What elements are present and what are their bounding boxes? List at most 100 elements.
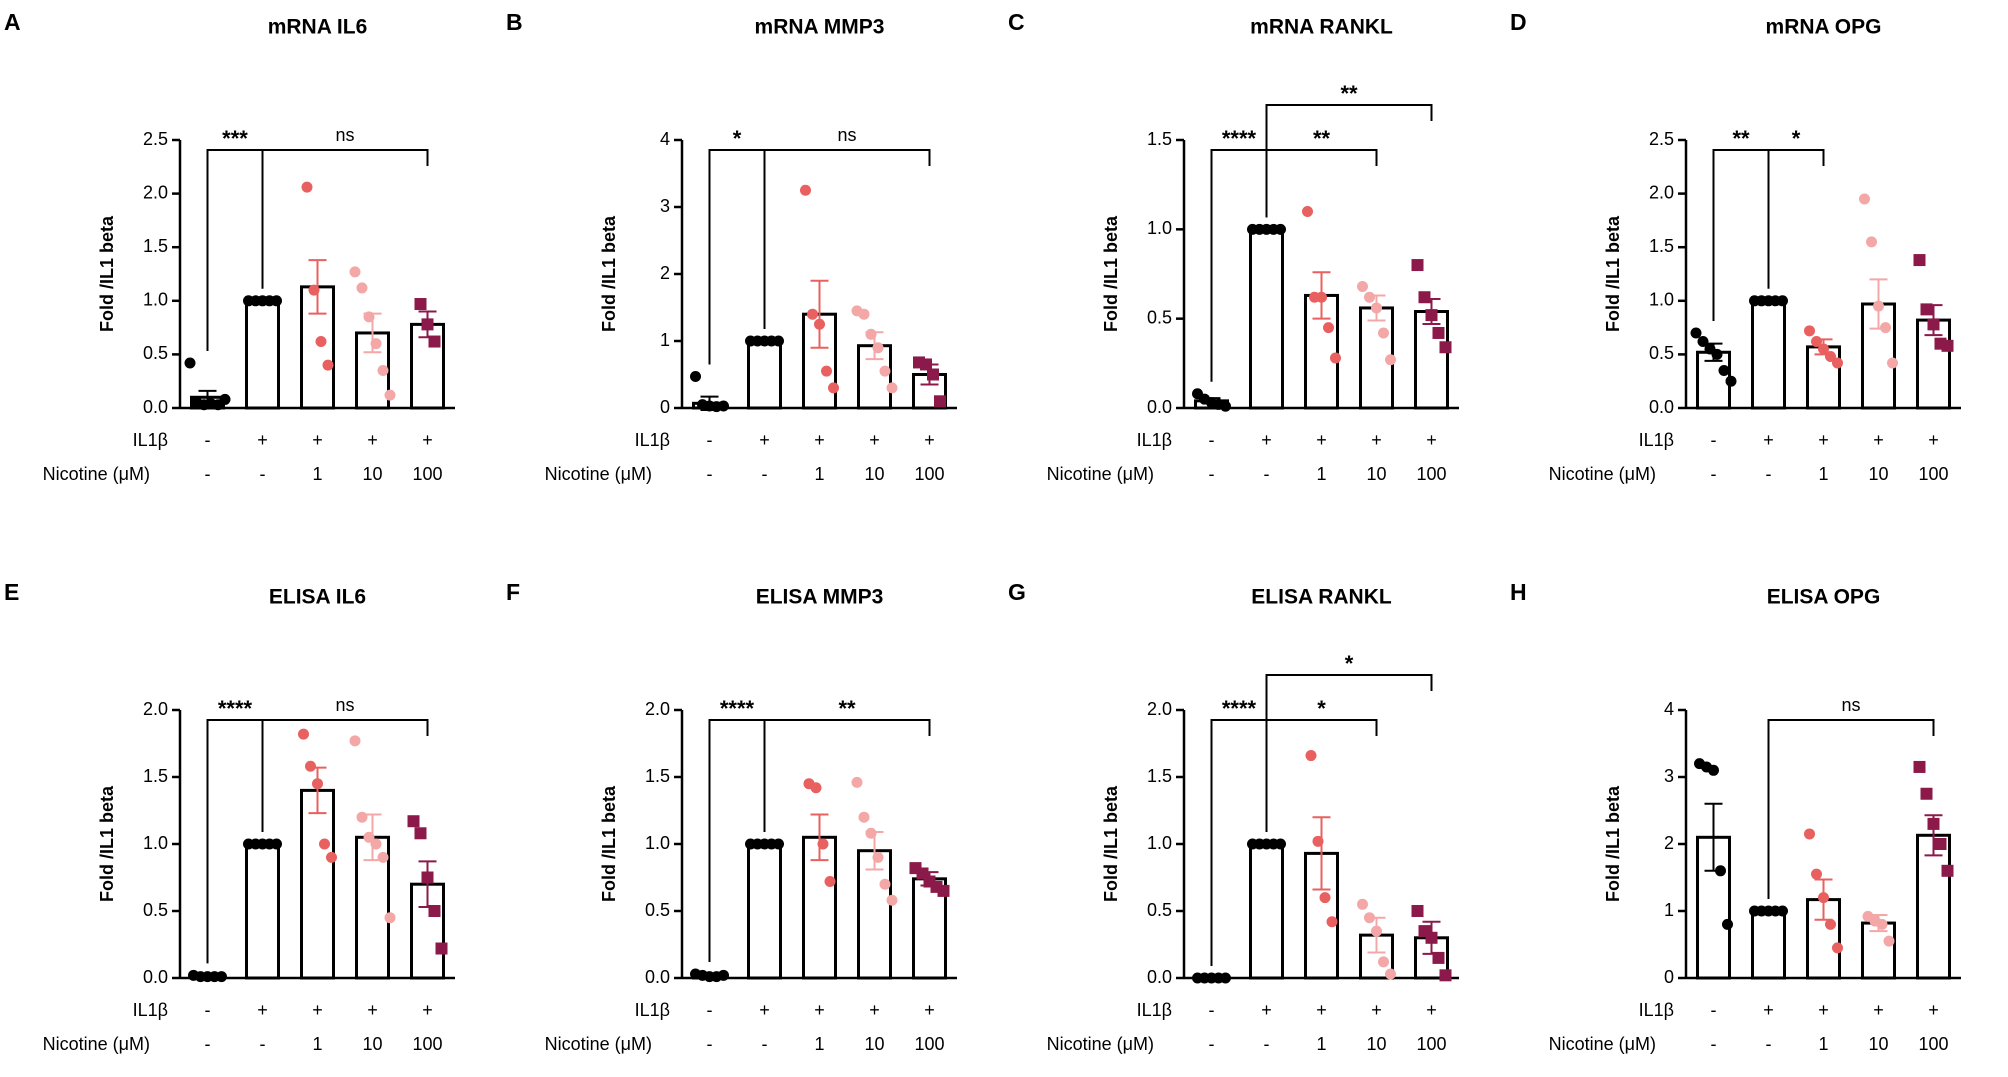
data-point [428, 905, 441, 917]
data-point [322, 359, 334, 371]
data-point [1357, 898, 1368, 910]
data-point [349, 735, 361, 747]
data-point [937, 884, 950, 897]
data-point [1725, 375, 1737, 387]
panel: H ELISA OPG Fold /IL1 beta 0 1 2 3 4 IL1β - + + + + Ni… [1510, 579, 1961, 1054]
data-point [1275, 223, 1286, 235]
chart-title: ELISA OPG [1767, 586, 1881, 609]
condition-label: 1 [814, 464, 824, 484]
error-bar [1312, 816, 1331, 891]
y-tick-label: 2.0 [1147, 699, 1172, 719]
condition-name: IL1β [1639, 1000, 1674, 1020]
data-point [1418, 291, 1431, 304]
condition-label: + [1928, 1000, 1939, 1020]
condition-label: - [1711, 464, 1717, 484]
bar [1916, 833, 1951, 980]
y-tick-label: 2.5 [143, 129, 168, 149]
condition-label: 1 [312, 464, 322, 484]
bar [1751, 299, 1786, 410]
bar [1751, 909, 1786, 980]
data-point [1708, 764, 1719, 776]
error-bar [700, 972, 719, 978]
error-bar [810, 279, 829, 349]
error-bar [920, 363, 939, 386]
bar [747, 842, 782, 980]
data-point [428, 335, 441, 348]
significance-label: **** [1222, 696, 1257, 721]
y-tick-label: 0.5 [143, 343, 168, 363]
data-point [1439, 969, 1452, 982]
data-point [1357, 281, 1368, 293]
panel-letter: D [1510, 9, 1527, 35]
data-point [1330, 352, 1341, 364]
data-point [807, 308, 818, 320]
condition-label: 10 [864, 464, 884, 484]
condition-name: IL1β [1639, 430, 1674, 450]
condition-label: 100 [1918, 464, 1948, 484]
significance-label: * [733, 126, 742, 151]
data-point [1825, 918, 1836, 930]
data-point [1690, 327, 1702, 339]
y-tick-label: 1.5 [143, 236, 168, 256]
data-point [821, 365, 832, 377]
condition-label: + [1763, 1000, 1774, 1020]
condition-label: + [1873, 430, 1884, 450]
y-axis-label: Fold /IL1 beta [97, 215, 117, 332]
condition-label: 10 [1366, 1034, 1386, 1054]
y-tick-label: 0.0 [143, 397, 168, 417]
significance-bracket [261, 149, 429, 289]
y-tick-label: 1.0 [143, 833, 168, 853]
error-bar [700, 395, 719, 412]
y-axis-label: Fold /IL1 beta [1101, 215, 1121, 332]
error-bar [1814, 878, 1833, 921]
significance-label: ** [838, 696, 856, 721]
data-point [718, 969, 729, 981]
data-point [886, 894, 898, 906]
data-point [1439, 341, 1452, 354]
data-point [1411, 905, 1424, 917]
y-axis-label: Fold /IL1 beta [1603, 785, 1623, 902]
panel: E ELISA IL6 Fold /IL1 beta 0.0 0.5 1.0 1.5 2.0 I… [4, 579, 455, 1054]
condition-label: - [205, 1000, 211, 1020]
data-point [1364, 291, 1375, 303]
data-point [1920, 303, 1933, 316]
condition-label: - [1711, 1000, 1717, 1020]
error-bar [1422, 298, 1441, 326]
condition-label: + [814, 430, 825, 450]
condition-name: IL1β [133, 430, 168, 450]
condition-label: 100 [412, 1034, 442, 1054]
data-point [1275, 838, 1286, 850]
data-point [315, 336, 327, 348]
data-point [690, 371, 701, 383]
condition-label: - [1209, 464, 1215, 484]
error-bar [1202, 397, 1221, 405]
condition-label: 100 [1416, 464, 1446, 484]
data-point [1722, 918, 1733, 930]
data-point [384, 912, 396, 924]
error-bar [1924, 304, 1943, 337]
y-tick-label: 0.0 [143, 967, 168, 987]
condition-label: 1 [1316, 464, 1326, 484]
y-axis-label: Fold /IL1 beta [599, 785, 619, 902]
y-tick-label: 4 [660, 129, 670, 149]
panel-letter: F [506, 579, 520, 605]
y-tick-label: 2.0 [143, 699, 168, 719]
significance-label: * [1792, 126, 1801, 151]
condition-label: - [1264, 464, 1270, 484]
data-point [305, 760, 316, 772]
chart-title: mRNA OPG [1766, 16, 1882, 39]
condition-label: - [762, 464, 768, 484]
y-tick-label: 2.0 [143, 182, 168, 202]
significance-bracket [1767, 719, 1935, 899]
y-tick-label: 0.0 [645, 967, 670, 987]
y-tick-label: 1.5 [1147, 766, 1172, 786]
condition-label: + [1928, 430, 1939, 450]
condition-label: 1 [1818, 1034, 1828, 1054]
y-axis-label: Fold /IL1 beta [1101, 785, 1121, 902]
data-point [1385, 354, 1396, 366]
condition-label: + [312, 1000, 323, 1020]
condition-name: Nicotine (μM) [43, 464, 150, 484]
